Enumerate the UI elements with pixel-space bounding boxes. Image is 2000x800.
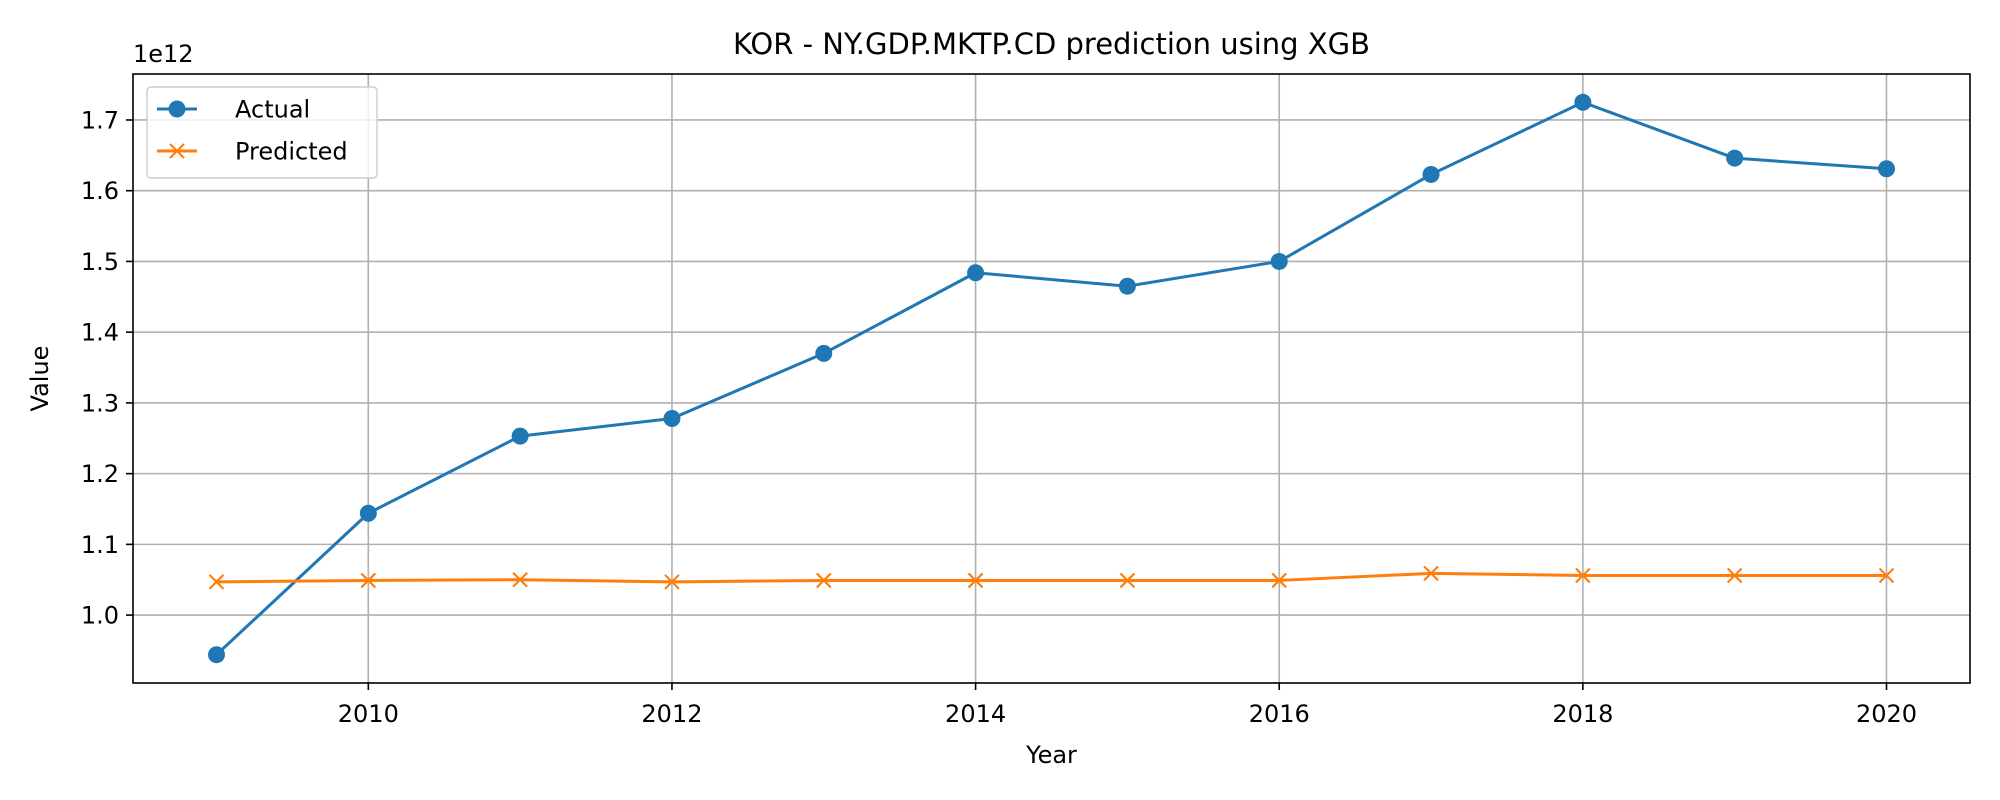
y-tick-label: 1.7	[81, 106, 119, 134]
predicted-point	[512, 571, 528, 588]
x-marker-stroke	[1575, 567, 1591, 584]
actual-line	[215, 100, 1887, 656]
predicted-point	[360, 572, 377, 589]
predicted-point	[1878, 567, 1895, 584]
x-marker-stroke	[1878, 567, 1895, 584]
predicted-point	[208, 574, 225, 590]
x-marker-stroke	[360, 572, 377, 589]
legend-entry-actual: Actual	[157, 96, 310, 124]
x-axis-title: Year	[1025, 741, 1077, 769]
x-tick-label: 2014	[945, 700, 1006, 728]
legend-marker	[169, 143, 185, 159]
y-tick-label: 1.6	[81, 177, 119, 205]
y-tick-label: 1.4	[81, 319, 119, 347]
actual-point	[511, 427, 529, 445]
predicted-point	[1119, 572, 1136, 589]
actual-point	[208, 646, 225, 664]
legend-entry-predicted: Predicted	[157, 138, 348, 166]
actual-point	[1270, 252, 1288, 270]
predicted-line	[216, 571, 1887, 584]
predicted-point	[967, 572, 984, 589]
x-tick-label: 2018	[1552, 700, 1613, 728]
predicted-point	[815, 572, 832, 589]
x-marker-stroke	[1423, 565, 1439, 582]
legend-box	[146, 86, 378, 179]
x-marker-stroke	[967, 572, 984, 589]
predicted-point	[664, 574, 680, 590]
predicted-point	[1271, 572, 1288, 589]
actual-point	[359, 504, 377, 522]
actual-point	[1726, 149, 1744, 167]
legend: Actual Predicted	[146, 86, 378, 179]
chart-title: KOR - NY.GDP.MKTP.CD prediction using XG…	[733, 27, 1370, 61]
axis-ticks: 2010 2012 2014 2016 2018 2020 1.0 1.1 1.2 1.3 1.4 1…	[81, 106, 1917, 728]
x-tick-label: 2020	[1856, 700, 1917, 728]
legend-label: Actual	[235, 96, 310, 124]
actual-point	[1878, 160, 1895, 178]
predicted-point	[1575, 567, 1591, 584]
actual-point	[1118, 277, 1136, 295]
actual-point	[1574, 93, 1592, 111]
y-tick-label: 1.0	[81, 602, 119, 630]
x-marker-stroke	[1119, 572, 1136, 589]
actual-point	[1422, 165, 1440, 183]
x-marker-stroke	[664, 574, 680, 590]
x-tick-label: 2012	[641, 700, 702, 728]
predicted-point	[1726, 567, 1743, 584]
x-marker-stroke	[512, 571, 528, 588]
series-predicted	[208, 565, 1895, 590]
x-tick-label: 2010	[338, 700, 399, 728]
x-marker-stroke	[208, 574, 225, 590]
y-tick-label: 1.5	[81, 248, 119, 276]
actual-point	[663, 409, 681, 427]
y-tick-label: 1.3	[81, 389, 119, 417]
predicted-point	[1423, 565, 1439, 582]
x-marker-stroke	[1726, 567, 1743, 584]
y-axis-title: Value	[26, 346, 54, 412]
plot-frame	[132, 73, 1971, 684]
x-marker-stroke	[815, 572, 832, 589]
y-tick-label: 1.2	[81, 460, 119, 488]
legend-marker	[168, 100, 186, 118]
y-tick-label: 1.1	[81, 531, 119, 559]
series-actual	[208, 93, 1895, 664]
x-marker-stroke	[1271, 572, 1288, 589]
x-tick-label: 2016	[1249, 700, 1310, 728]
legend-label: Predicted	[235, 138, 348, 166]
grid	[133, 74, 1970, 683]
legend-entries: Actual Predicted	[157, 96, 348, 166]
actual-point	[815, 344, 833, 362]
y-axis-offset-label: 1e12	[133, 40, 194, 68]
actual-point	[967, 264, 985, 282]
series-layer	[208, 93, 1895, 664]
